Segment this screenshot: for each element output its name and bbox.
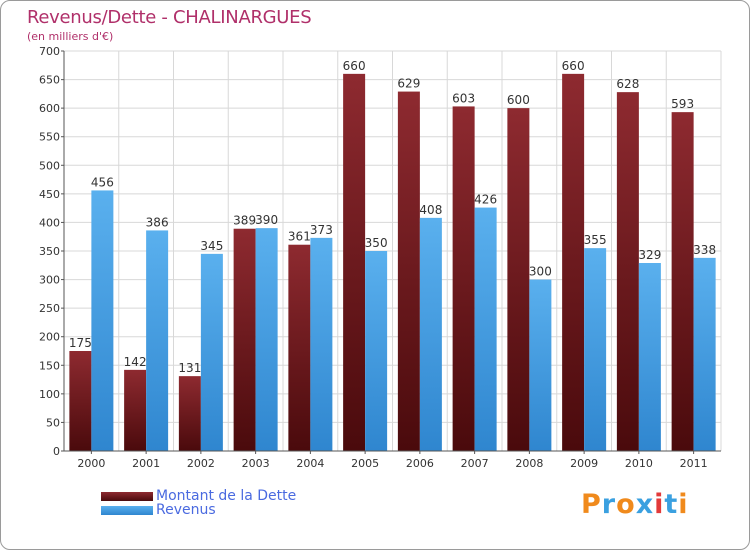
bar-revenus	[529, 279, 552, 451]
bar-revenus	[200, 253, 223, 451]
data-label-dette: 142	[124, 355, 147, 369]
data-label-revenus: 408	[419, 203, 442, 217]
logo-letter: o	[616, 489, 636, 520]
x-tick-label: 2006	[406, 457, 434, 470]
y-tick-label: 450	[39, 188, 60, 201]
y-tick-label: 350	[39, 245, 60, 258]
y-tick-label: 650	[39, 74, 60, 87]
bar-dette	[69, 351, 92, 451]
bar-revenus	[584, 248, 607, 451]
bar-dette	[343, 73, 366, 451]
bar-revenus	[693, 257, 716, 451]
legend-item-revenus: Revenus	[101, 502, 216, 518]
y-tick-label: 400	[39, 216, 60, 229]
data-label-revenus: 373	[310, 223, 333, 237]
x-tick-label: 2009	[570, 457, 598, 470]
bar-dette	[616, 92, 639, 452]
data-label-dette: 361	[288, 230, 311, 244]
data-label-revenus: 345	[200, 239, 223, 253]
x-tick-label: 2003	[242, 457, 270, 470]
bar-revenus	[365, 251, 388, 451]
x-tick-label: 2007	[461, 457, 489, 470]
bar-revenus	[310, 237, 333, 451]
logo-letter: P	[581, 489, 602, 520]
logo-letter: i	[654, 489, 665, 520]
data-label-dette: 600	[507, 93, 530, 107]
bar-dette	[178, 376, 201, 451]
legend-swatch-revenus	[101, 505, 153, 515]
logo-letter: x	[635, 489, 655, 520]
data-label-revenus: 355	[584, 233, 607, 247]
chart-title: Revenus/Dette - CHALINARGUES	[27, 7, 312, 28]
y-tick-label: 550	[39, 131, 60, 144]
x-tick-label: 2002	[187, 457, 215, 470]
data-label-dette: 629	[397, 77, 420, 91]
bar-dette	[671, 112, 694, 452]
bar-dette	[452, 106, 475, 451]
bar-revenus	[146, 230, 169, 451]
logo-letter: i	[678, 489, 689, 520]
y-tick-label: 0	[53, 445, 60, 458]
x-tick-label: 2005	[351, 457, 379, 470]
bar-revenus	[255, 228, 278, 451]
y-tick-label: 700	[39, 45, 60, 58]
data-label-dette: 175	[69, 336, 92, 350]
x-tick-label: 2008	[515, 457, 543, 470]
bar-dette	[562, 73, 585, 451]
y-tick-label: 50	[46, 416, 60, 429]
bars	[69, 73, 716, 452]
bar-dette	[233, 228, 256, 451]
y-tick-label: 250	[39, 302, 60, 315]
chart-subtitle: (en milliers d'€)	[27, 30, 114, 43]
logo-letter: r	[601, 489, 617, 520]
value-labels: 175 456 142 386 131 345 389 390 361 373 660 350 629 4…	[69, 59, 716, 375]
legend-label-dette: Montant de la Dette	[156, 488, 297, 504]
data-label-revenus: 338	[693, 243, 716, 257]
data-label-revenus: 386	[146, 215, 169, 229]
data-label-revenus: 300	[529, 265, 552, 279]
y-tick-label: 200	[39, 331, 60, 344]
y-tick-label: 300	[39, 274, 60, 287]
data-label-revenus: 350	[365, 236, 388, 250]
x-tick-label: 2004	[296, 457, 324, 470]
bar-dette	[507, 108, 530, 452]
axes: 0 50 100 150 200 250 300 350 400 450 500 550 600 650 7…	[39, 45, 721, 470]
gridlines	[63, 50, 722, 452]
x-tick-label: 2011	[680, 457, 708, 470]
y-tick-label: 500	[39, 159, 60, 172]
x-tick-label: 2000	[77, 457, 105, 470]
y-tick-label: 600	[39, 102, 60, 115]
legend-item-dette: Montant de la Dette	[101, 488, 296, 504]
data-label-revenus: 329	[638, 248, 661, 262]
x-tick-label: 2010	[625, 457, 653, 470]
data-label-dette: 660	[562, 59, 585, 73]
data-label-dette: 389	[233, 214, 256, 228]
data-label-dette: 660	[343, 59, 366, 73]
bar-revenus	[419, 217, 442, 451]
legend-label-revenus: Revenus	[156, 502, 216, 518]
data-label-dette: 603	[452, 91, 475, 105]
data-label-dette: 593	[671, 97, 694, 111]
bar-dette	[124, 369, 147, 451]
y-tick-label: 100	[39, 388, 60, 401]
bar-dette	[397, 91, 420, 452]
data-label-dette: 131	[178, 361, 201, 375]
bar-revenus	[474, 207, 497, 451]
data-label-revenus: 390	[255, 213, 278, 227]
bar-revenus	[638, 263, 661, 451]
bar-dette	[288, 244, 311, 451]
proxiti-logo: Proxiti	[581, 489, 689, 520]
logo-letter: t	[664, 489, 679, 520]
legend-swatch-dette	[101, 491, 153, 501]
x-tick-label: 2001	[132, 457, 160, 470]
y-tick-label: 150	[39, 359, 60, 372]
data-label-revenus: 456	[91, 175, 114, 189]
data-label-dette: 628	[616, 77, 639, 91]
data-label-revenus: 426	[474, 193, 497, 207]
bar-revenus	[91, 190, 114, 451]
